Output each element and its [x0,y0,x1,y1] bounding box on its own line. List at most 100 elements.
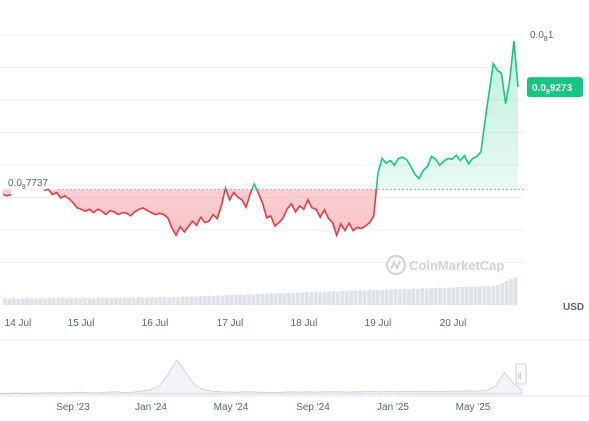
current-price-badge [527,77,583,98]
volume-bar [127,297,132,305]
volume-bar [87,298,92,305]
volume-bar [460,287,465,305]
volume-bar [180,296,185,305]
currency-label: USD [563,302,584,313]
volume-bar [136,297,140,305]
navigator-date-label: Sep '23 [56,402,90,413]
volume-bar [56,298,61,305]
volume-bar [478,286,482,305]
volume-bar [327,291,331,305]
watermark: CoinMarketCap [385,254,504,276]
volume-bar [282,293,287,305]
volume-bar [300,292,305,305]
volume-bar [331,291,336,305]
navigator-handle[interactable] [515,363,527,385]
volume-bar [171,296,176,305]
coinmarketcap-logo-icon [385,254,407,276]
volume-bar [105,298,109,305]
grid-lines [0,34,524,263]
volume-bar [122,297,127,305]
volume-bar [486,286,491,305]
volume-bar [491,285,496,305]
volume-bar [429,287,433,305]
navigator[interactable]: || Sep '23 Jan '24 May '24 Sep '24 Jan '25 Ma… [0,359,589,413]
baseline-label: 0.097737 [8,178,48,191]
volume-bar [251,294,256,305]
volume-bar [482,286,487,305]
volume-bar [220,295,225,305]
volume-bar [167,297,172,305]
volume-bar [233,295,238,305]
volume-bar [25,297,29,305]
volume-bar [91,298,96,305]
volume-bar [131,298,136,305]
volume-bar [264,293,269,305]
volume-bars [3,277,518,305]
volume-bar [198,296,203,305]
volume-bar [140,297,145,305]
x-tick-label: 14 Jul [5,318,32,329]
volume-bar [256,293,260,305]
volume-bar [158,296,163,305]
x-axis: 14 Jul 15 Jul 16 Jul 17 Jul 18 Jul 19 Jul 20 J… [5,318,467,329]
volume-bar [114,297,118,305]
volume-bar [500,282,504,305]
volume-bar [447,287,451,305]
volume-bar [202,296,207,305]
navigator-area [0,359,523,395]
volume-bar [353,290,358,305]
volume-bar [389,289,393,305]
volume-bar [438,287,442,305]
volume-bar [424,288,429,305]
volume-bar [313,291,318,305]
volume-bar [309,292,314,305]
volume-bar [34,298,38,305]
volume-bar [11,298,16,305]
volume-bar [371,290,376,305]
y-tick-label-top: 0.081 [530,30,554,43]
volume-bar [318,292,322,305]
volume-bar [407,289,411,305]
volume-bar [464,286,469,305]
volume-bar [74,298,78,305]
volume-bar [109,298,114,305]
volume-bar [344,291,349,305]
volume-bar [273,293,278,305]
x-tick-label: 18 Jul [291,318,318,329]
volume-bar [358,290,362,305]
volume-bar [185,296,189,305]
volume-bar [402,288,407,305]
volume-bar [193,296,198,305]
current-price-tag: 0.099273 [527,77,583,98]
volume-bar [207,295,211,305]
volume-bar [415,288,420,305]
volume-bar [269,293,274,305]
volume-bar [322,291,327,305]
volume-bar [29,298,34,305]
volume-bar [504,281,509,305]
volume-bar [433,288,438,305]
price-line-above-baseline [45,40,519,190]
volume-bar [82,297,87,305]
volume-bar [145,297,149,305]
x-tick-label: 20 Jul [440,318,467,329]
volume-bar [69,297,74,305]
volume-bar [229,294,234,305]
volume-bar [7,298,12,305]
volume-bar [153,297,158,305]
volume-bar [238,294,243,305]
volume-bar [60,297,65,305]
volume-bar [287,292,291,305]
x-tick-label: 15 Jul [68,318,95,329]
drag-handle-icon: || [518,373,522,380]
volume-bar [260,293,265,305]
volume-bar [473,286,478,305]
price-line-below-baseline [2,189,378,238]
volume-bar [451,287,456,305]
volume-bar [380,290,385,305]
area-fill-below-baseline [3,189,377,236]
volume-bar [78,298,83,305]
x-tick-label: 16 Jul [142,318,169,329]
volume-bar [43,298,47,305]
